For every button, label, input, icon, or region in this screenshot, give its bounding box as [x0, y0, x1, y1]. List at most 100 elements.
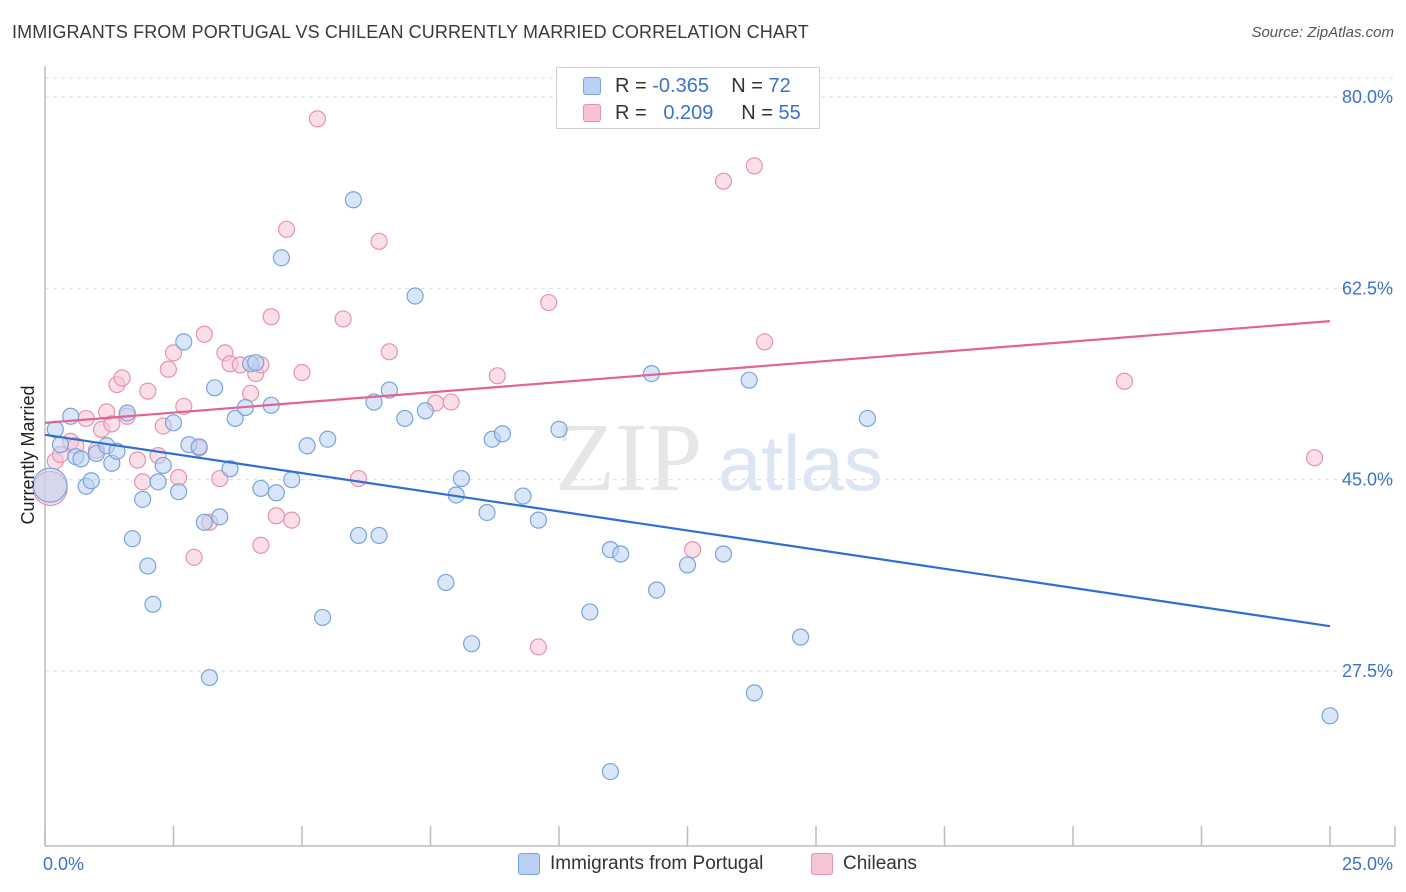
series-legend: Immigrants from Portugal Chileans — [0, 852, 1406, 878]
chileans-point — [1305, 449, 1324, 467]
chileans-point — [128, 451, 147, 469]
chileans-point — [164, 344, 183, 362]
watermark-zip: ZIP — [555, 404, 702, 512]
portugal-point — [1321, 707, 1339, 725]
portugal-point — [200, 668, 219, 687]
legend-n-label: N = — [741, 102, 773, 124]
portugal-point — [550, 420, 568, 438]
chileans-point — [714, 172, 733, 190]
chileans-point — [277, 220, 296, 238]
portugal-point — [211, 508, 229, 526]
legend-swatch-chileans — [583, 104, 601, 122]
chileans-point — [267, 507, 285, 525]
chileans-point — [488, 367, 506, 385]
portugal-point — [745, 684, 763, 702]
portugal-point — [601, 762, 620, 781]
tick-labels: 27.5% 45.0% 62.5% 80.0% 0.0% 25.0% — [43, 87, 1393, 874]
portugal-point — [221, 460, 239, 478]
portugal-point — [164, 414, 183, 432]
legend-label-portugal: Immigrants from Portugal — [550, 853, 764, 874]
portugal-point — [648, 581, 666, 599]
legend-n-value: 72 — [768, 75, 791, 97]
chileans-point — [170, 468, 188, 487]
x-tick-label: 25.0% — [1342, 854, 1393, 874]
portugal-point — [380, 381, 398, 399]
portugal-point — [349, 526, 368, 545]
portugal-point — [139, 557, 157, 575]
portugal-point — [740, 371, 758, 389]
chart-title: IMMIGRANTS FROM PORTUGAL VS CHILEAN CURR… — [12, 22, 809, 42]
portugal-point — [396, 409, 414, 428]
chileans-point — [745, 157, 763, 175]
legend-text-chileans: R = 0.209 N = 55 — [615, 102, 801, 125]
chileans-point — [529, 638, 548, 656]
chileans-point — [293, 363, 311, 382]
watermark: ZIP atlas — [555, 404, 883, 512]
chileans-point — [380, 343, 398, 361]
portugal-point — [190, 438, 208, 456]
portugal-point — [82, 472, 100, 490]
portugal-point — [612, 545, 630, 563]
legend-n-value: 55 — [778, 102, 801, 124]
portugal-trend-line — [44, 433, 1331, 628]
chileans-point — [540, 293, 558, 312]
chileans-point — [334, 310, 352, 328]
portugal-point — [32, 467, 68, 503]
portugal-point — [195, 513, 213, 531]
chileans-point — [185, 548, 203, 566]
portugal-point — [206, 379, 224, 397]
chileans-point — [195, 325, 213, 343]
axes-layer — [44, 66, 1396, 847]
legend-r-value: -0.365 — [652, 75, 709, 97]
portugal-point — [791, 628, 810, 646]
chileans-point — [113, 369, 131, 387]
portugal-point — [247, 354, 265, 372]
portugal-point — [678, 556, 697, 574]
chart-source: Source: ZipAtlas.com — [1251, 24, 1394, 41]
trend-lines — [44, 320, 1331, 628]
portugal-point — [134, 490, 152, 508]
y-tick-label: 62.5% — [1342, 278, 1393, 298]
portugal-point — [714, 545, 733, 563]
portugal-point — [170, 483, 188, 501]
chileans-point — [159, 360, 177, 378]
portugal-point — [123, 530, 141, 548]
portugal-point — [858, 409, 877, 428]
chileans-point — [442, 393, 460, 411]
y-tick-label: 80.0% — [1342, 87, 1393, 107]
portugal-point — [144, 595, 162, 613]
legend-r-value: 0.209 — [663, 102, 714, 124]
y-tick-label: 45.0% — [1342, 470, 1393, 490]
portugal-point — [267, 484, 285, 502]
stats-legend: R = -0.365 N = 72 R = 0.209 N = 55 — [556, 67, 820, 129]
portugal-point — [514, 487, 532, 505]
x-tick-label: 0.0% — [43, 854, 84, 874]
portugal-point — [118, 404, 136, 422]
chileans-point — [755, 333, 774, 351]
y-axis-title: Currently Married — [18, 385, 38, 524]
legend-swatch-portugal — [583, 77, 601, 95]
chileans-point — [134, 473, 152, 491]
portugal-point — [416, 402, 434, 420]
legend-text-portugal: R = -0.365 N = 72 — [615, 75, 791, 98]
chileans-point — [242, 384, 260, 402]
portugal-point — [581, 603, 599, 621]
legend-n-label: N = — [731, 75, 763, 97]
portugal-point — [313, 608, 332, 627]
y-tick-label: 27.5% — [1342, 661, 1393, 681]
portugal-point — [72, 450, 90, 468]
portugal-point — [154, 456, 172, 475]
chileans-point — [283, 511, 301, 529]
portugal-point — [437, 573, 455, 592]
chileans-point — [103, 415, 121, 433]
portugal-point — [452, 469, 470, 488]
portugal-point — [478, 503, 496, 522]
legend-r-label: R = — [615, 75, 647, 97]
portugal-point — [272, 249, 291, 267]
chileans-point — [684, 541, 702, 559]
portugal-point — [370, 526, 388, 545]
chileans-points — [32, 110, 1324, 656]
chileans-point — [308, 110, 327, 128]
legend-swatch-chileans — [811, 853, 833, 875]
